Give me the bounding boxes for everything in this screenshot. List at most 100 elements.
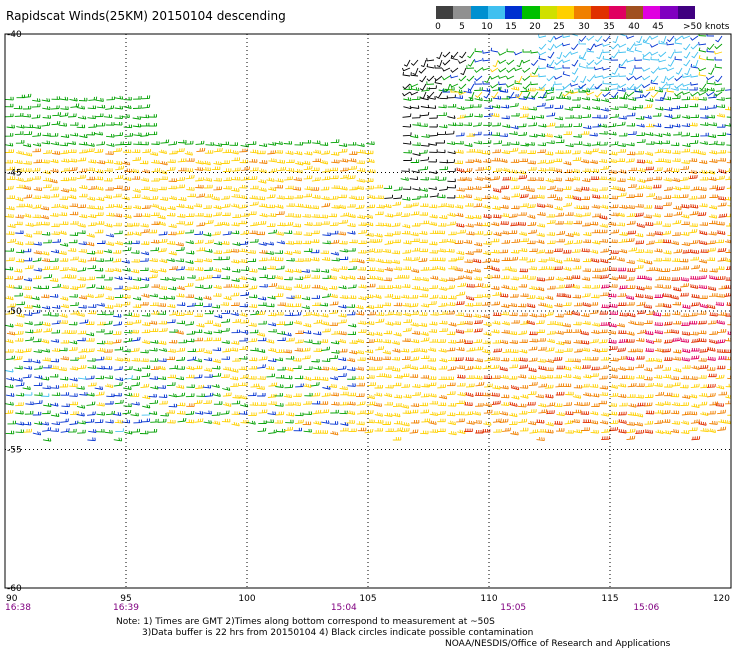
wind-barb: [70, 103, 80, 108]
wind-barb: [61, 274, 71, 279]
wind-barb: [337, 373, 347, 378]
wind-barb: [131, 194, 141, 199]
wind-barb: [679, 194, 689, 199]
wind-barb: [492, 418, 502, 423]
wind-barb: [384, 401, 393, 406]
wind-barb: [426, 63, 435, 69]
wind-barb: [257, 266, 267, 270]
wind-barb: [517, 221, 526, 226]
wind-barb: [131, 258, 140, 263]
wind-barb: [58, 212, 68, 217]
wind-barb: [32, 411, 42, 416]
wind-barb: [51, 150, 61, 155]
wind-barb: [681, 35, 691, 40]
wind-barb: [474, 87, 483, 91]
wind-barb: [670, 329, 680, 334]
wind-barb: [374, 412, 384, 417]
wind-barb: [348, 195, 358, 200]
wind-barb: [419, 212, 428, 216]
wind-barb: [41, 159, 50, 164]
wind-barb: [25, 329, 34, 334]
wind-barb: [112, 331, 122, 335]
wind-barb: [106, 410, 115, 416]
wind-barb: [211, 384, 220, 389]
wind-barb: [626, 194, 635, 198]
wind-barb: [681, 214, 690, 219]
wind-barb: [662, 149, 672, 154]
wind-barb: [586, 65, 594, 69]
wind-barb: [123, 375, 133, 380]
wind-barb: [185, 393, 195, 398]
wind-barb: [609, 276, 619, 281]
wind-barb: [546, 213, 555, 218]
wind-barb: [221, 203, 231, 209]
wind-barb: [340, 174, 349, 179]
wind-barb: [295, 383, 304, 388]
wind-barb: [650, 91, 659, 98]
wind-barb: [41, 305, 51, 310]
wind-barb: [635, 185, 645, 190]
wind-barb: [267, 411, 276, 416]
wind-barb: [213, 177, 222, 182]
wind-barb: [357, 249, 367, 254]
wind-barb: [555, 276, 564, 282]
wind-barb: [42, 385, 51, 390]
wind-barb: [295, 339, 304, 344]
wind-barb: [133, 419, 142, 424]
wind-barb: [292, 311, 302, 316]
wind-barb: [609, 195, 618, 200]
wind-barb: [409, 303, 419, 308]
wind-barb: [43, 364, 52, 369]
wind-barb: [130, 285, 140, 290]
wind-barb: [609, 283, 618, 288]
wind-barb: [185, 321, 194, 326]
wind-barb: [536, 419, 545, 424]
wind-barb: [446, 285, 456, 290]
wind-barb: [484, 75, 491, 83]
wind-barb: [338, 331, 347, 336]
wind-barb: [40, 285, 50, 290]
wind-barb: [626, 213, 636, 218]
wind-barb: [122, 149, 132, 154]
wind-barb: [292, 249, 301, 255]
wind-barb: [671, 311, 681, 316]
wind-barb: [690, 302, 700, 307]
wind-barb: [223, 284, 232, 288]
wind-barb: [320, 250, 329, 255]
wind-barb: [455, 140, 464, 145]
wind-barb: [320, 409, 330, 414]
wind-barb: [689, 204, 699, 209]
wind-barb: [60, 356, 69, 361]
wind-barb: [285, 268, 294, 273]
wind-barb: [293, 365, 302, 370]
wind-barb: [707, 304, 716, 310]
wind-barb: [148, 229, 158, 234]
wind-barb: [591, 204, 601, 209]
wind-barb: [357, 149, 366, 154]
wind-barb: [586, 75, 595, 83]
wind-barb: [437, 131, 446, 135]
wind-barb: [124, 392, 133, 397]
wind-barb: [241, 212, 250, 217]
wind-barb: [626, 421, 635, 426]
legend-tick-label: 5: [459, 22, 465, 32]
wind-barb: [358, 222, 367, 226]
wind-barb: [619, 59, 627, 67]
wind-barb: [411, 247, 421, 252]
wind-barb: [519, 384, 529, 389]
wind-barb: [446, 347, 456, 352]
wind-barb: [115, 377, 124, 382]
wind-barb: [538, 65, 547, 70]
wind-barb: [140, 358, 149, 363]
wind-barb: [367, 169, 376, 174]
wind-barb: [635, 321, 644, 326]
wind-barb: [484, 274, 493, 279]
wind-barb: [268, 347, 277, 353]
wind-barb: [438, 112, 447, 117]
wind-barb: [373, 402, 383, 407]
wind-barb: [500, 394, 510, 399]
wind-barb: [213, 267, 222, 273]
wind-barb: [294, 168, 303, 174]
wind-barb: [582, 105, 591, 110]
wind-barb: [267, 150, 277, 155]
